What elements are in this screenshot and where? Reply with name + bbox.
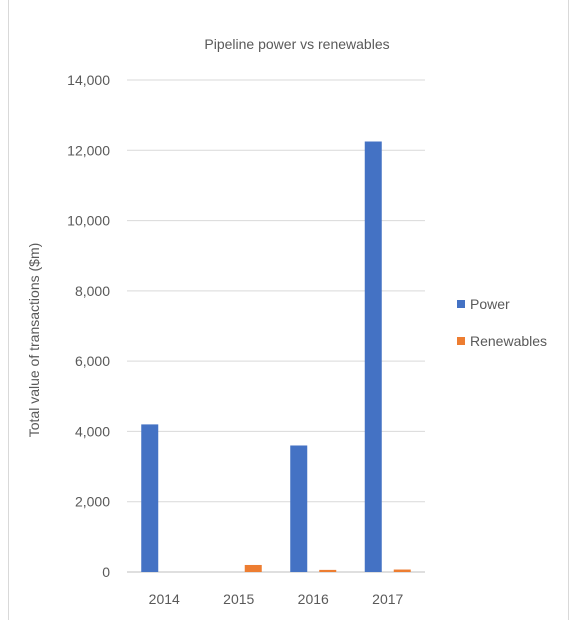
bar-power-2016 [290,445,308,572]
bar-power-2014 [141,424,159,572]
y-tick-label: 12,000 [67,142,110,158]
legend-label-power: Power [470,296,510,312]
legend: Power Renewables [457,296,547,349]
y-tick-label: 14,000 [67,72,110,88]
legend-swatch-power [457,300,465,308]
bar-renewables-2015 [244,564,262,572]
y-tick-labels: 0 2,000 4,000 6,000 8,000 10,000 12,000 14,000 [67,72,110,580]
x-tick-labels: 2014 2015 2016 2017 [149,591,404,607]
y-tick-label: 2,000 [75,494,110,510]
y-tick-label: 0 [102,564,110,580]
bars [141,141,411,572]
y-axis-title: Total value of transactions ($m) [26,243,42,438]
chart-frame [8,0,569,620]
legend-label-renewables: Renewables [470,333,547,349]
y-tick-label: 8,000 [75,283,110,299]
x-tick-label: 2017 [372,591,403,607]
x-tick-label: 2015 [223,591,254,607]
legend-swatch-renewables [457,337,465,345]
x-tick-label: 2016 [298,591,329,607]
chart-title: Pipeline power vs renewables [204,36,389,52]
y-tick-label: 10,000 [67,213,110,229]
bar-renewables-2017 [393,569,411,572]
bar-renewables-2016 [319,569,337,572]
y-tick-label: 6,000 [75,353,110,369]
y-tick-label: 4,000 [75,423,110,439]
bar-power-2017 [364,141,382,572]
x-tick-label: 2014 [149,591,180,607]
